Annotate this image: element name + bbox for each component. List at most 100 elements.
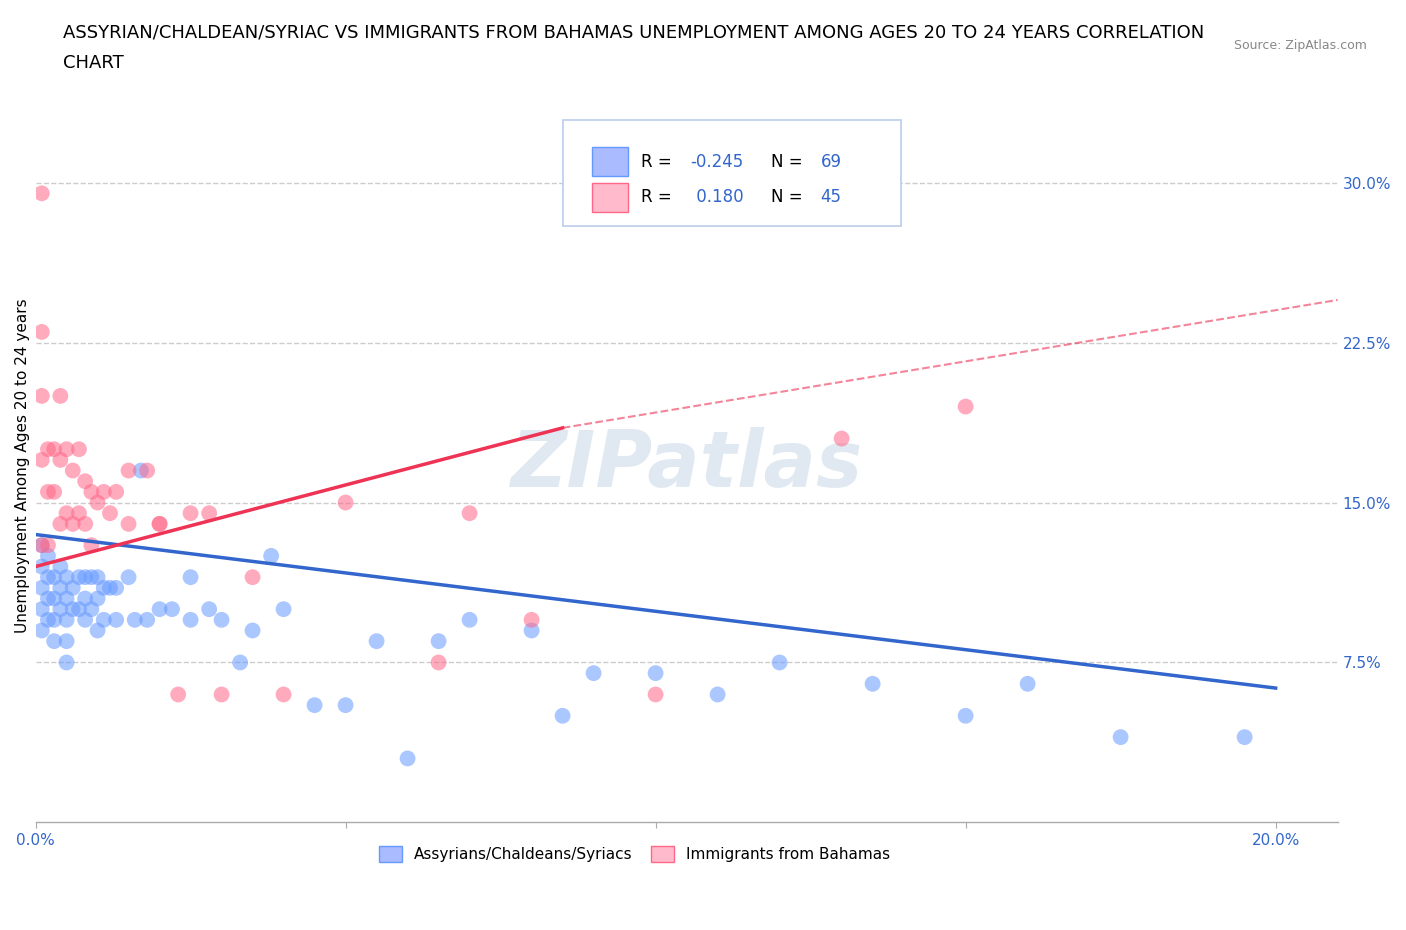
Point: [260, 549, 283, 564]
Point: [55, 591, 77, 606]
Point: [55, 442, 77, 457]
Point: [49, 602, 72, 617]
Point: [520, 623, 543, 638]
Point: [273, 687, 295, 702]
Point: [117, 463, 139, 478]
Point: [582, 666, 605, 681]
Text: N =: N =: [772, 188, 808, 206]
Point: [105, 612, 128, 627]
Point: [31, 538, 53, 552]
Point: [62, 580, 84, 595]
Point: [62, 463, 84, 478]
Text: Source: ZipAtlas.com: Source: ZipAtlas.com: [1233, 39, 1367, 52]
Point: [211, 687, 233, 702]
Point: [148, 516, 170, 531]
Point: [67, 570, 90, 585]
Point: [67, 506, 90, 521]
Point: [160, 602, 183, 617]
Point: [31, 580, 53, 595]
Point: [75, 570, 97, 585]
Text: -0.245: -0.245: [690, 153, 744, 170]
Point: [117, 516, 139, 531]
Point: [1017, 676, 1039, 691]
Point: [37, 591, 59, 606]
Point: [31, 325, 53, 339]
Point: [44, 633, 66, 648]
Point: [37, 538, 59, 552]
Point: [98, 580, 121, 595]
Point: [98, 506, 121, 521]
Point: [49, 452, 72, 467]
Point: [427, 655, 450, 670]
Point: [93, 580, 115, 595]
Point: [37, 485, 59, 499]
Point: [105, 580, 128, 595]
Point: [180, 570, 202, 585]
Point: [86, 570, 108, 585]
Point: [49, 389, 72, 404]
Point: [93, 485, 115, 499]
Point: [427, 633, 450, 648]
Point: [37, 570, 59, 585]
Point: [335, 698, 357, 712]
Point: [80, 602, 103, 617]
Text: 0.180: 0.180: [690, 188, 744, 206]
Point: [55, 570, 77, 585]
Point: [458, 506, 481, 521]
Point: [75, 473, 97, 488]
Point: [80, 538, 103, 552]
Point: [37, 549, 59, 564]
Point: [44, 485, 66, 499]
Point: [229, 655, 252, 670]
Point: [644, 687, 666, 702]
Point: [148, 516, 170, 531]
Point: [80, 485, 103, 499]
Point: [458, 612, 481, 627]
Y-axis label: Unemployment Among Ages 20 to 24 years: Unemployment Among Ages 20 to 24 years: [15, 298, 30, 632]
Text: N =: N =: [772, 153, 808, 170]
Point: [55, 655, 77, 670]
Point: [44, 570, 66, 585]
Point: [831, 432, 853, 446]
Point: [117, 570, 139, 585]
Point: [31, 538, 53, 552]
Text: R =: R =: [641, 153, 678, 170]
Point: [304, 698, 326, 712]
Point: [55, 506, 77, 521]
Point: [44, 612, 66, 627]
Point: [31, 602, 53, 617]
Point: [86, 623, 108, 638]
Point: [62, 516, 84, 531]
Point: [62, 602, 84, 617]
Point: [31, 186, 53, 201]
Point: [31, 389, 53, 404]
Point: [242, 570, 264, 585]
Point: [1109, 730, 1132, 745]
Point: [75, 516, 97, 531]
Point: [706, 687, 728, 702]
Point: [167, 687, 190, 702]
Point: [75, 612, 97, 627]
Point: [31, 559, 53, 574]
Text: 45: 45: [821, 188, 842, 206]
Point: [955, 399, 977, 414]
Point: [768, 655, 790, 670]
Point: [211, 612, 233, 627]
Point: [37, 442, 59, 457]
Point: [75, 591, 97, 606]
Point: [129, 463, 152, 478]
Point: [198, 602, 221, 617]
Point: [520, 612, 543, 627]
Point: [55, 633, 77, 648]
Point: [49, 559, 72, 574]
Point: [49, 580, 72, 595]
Point: [273, 602, 295, 617]
Bar: [592, 147, 628, 176]
Point: [644, 666, 666, 681]
Point: [551, 709, 574, 724]
Point: [67, 442, 90, 457]
Point: [105, 485, 128, 499]
Text: ZIPatlas: ZIPatlas: [510, 427, 863, 503]
Point: [148, 602, 170, 617]
Point: [31, 452, 53, 467]
